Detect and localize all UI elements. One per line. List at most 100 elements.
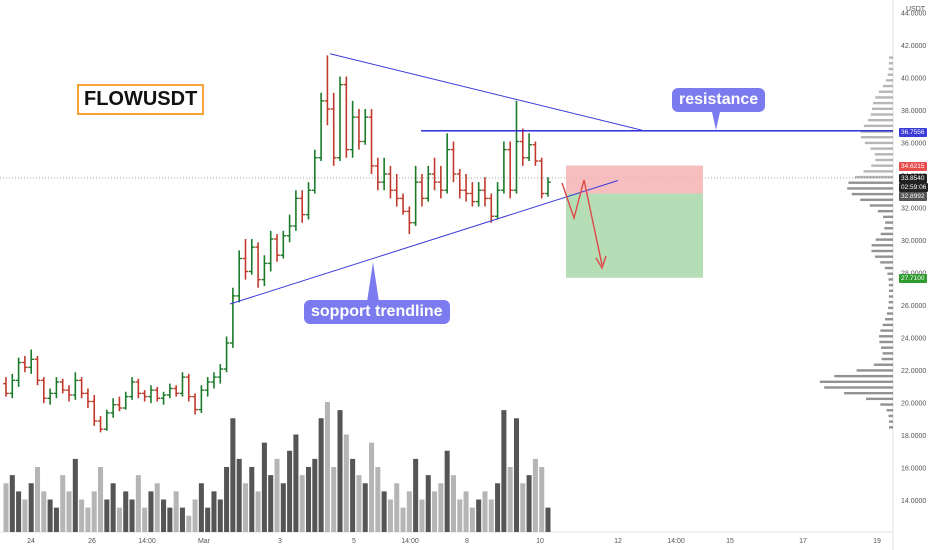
y-tick-label: 26.0000 <box>901 303 926 310</box>
volume-bar <box>249 467 255 532</box>
volume-bar <box>34 467 41 532</box>
volume-bar <box>438 483 444 532</box>
volume-bar <box>179 507 185 532</box>
resistance-label-text: resistance <box>679 91 759 108</box>
volume-bar <box>463 491 469 532</box>
volume-profile-bar <box>875 238 893 241</box>
volume-profile-bar <box>860 130 893 133</box>
volume-profile-bar <box>888 295 893 298</box>
volume-bar <box>312 458 318 532</box>
volume-profile-bar <box>880 403 893 406</box>
volume-bar <box>293 434 299 532</box>
volume-profile-bar <box>885 79 893 82</box>
y-tick-label: 32.0000 <box>901 206 926 213</box>
y-tick-label: 42.0000 <box>901 43 926 50</box>
x-tick-label: 3 <box>278 538 282 545</box>
volume-bar <box>217 499 223 532</box>
volume-profile-bar <box>834 374 893 378</box>
volume-bar <box>85 507 91 532</box>
x-tick-label: 14:00 <box>401 538 419 545</box>
x-tick-label: 12 <box>614 538 622 545</box>
volume-profile-bar <box>873 101 893 105</box>
volume-bar <box>236 458 242 532</box>
take-profit-zone <box>566 193 703 278</box>
volume-profile-bar <box>879 335 893 338</box>
volume-profile-bar <box>871 244 893 247</box>
volume-bar <box>476 499 482 532</box>
volume-bar <box>526 475 532 532</box>
volume-bar <box>469 507 475 532</box>
volume-bar <box>532 458 538 532</box>
volume-bar <box>224 467 230 532</box>
y-tick-label: 40.0000 <box>901 76 926 83</box>
volume-bar <box>261 442 267 532</box>
x-tick-label: 5 <box>352 538 356 545</box>
y-tick-label: 24.0000 <box>901 336 926 343</box>
volume-bar <box>287 450 293 532</box>
volume-bar <box>60 475 66 532</box>
volume-profile-bar <box>864 141 893 145</box>
volume-bar <box>211 491 217 532</box>
volume-bar <box>305 467 312 532</box>
volume-bar <box>110 483 116 532</box>
volume-bar <box>457 499 463 532</box>
volume-bar <box>28 483 34 532</box>
x-tick-label: 14:00 <box>138 538 156 545</box>
x-tick-label: 24 <box>27 538 35 545</box>
projected-arrowhead <box>595 255 607 270</box>
x-tick-label: 15 <box>726 538 734 545</box>
y-tick-label: 36.0000 <box>901 141 926 148</box>
volume-profile-bar <box>824 386 893 389</box>
volume-profile-bar <box>881 357 893 361</box>
volume-bar <box>154 483 160 532</box>
volume-profile-bar <box>844 391 893 395</box>
volume-profile-bar <box>886 409 893 412</box>
support-label-pointer <box>367 262 379 302</box>
volume-bar <box>539 467 545 532</box>
volume-profile-bar <box>870 113 893 116</box>
volume-profile-bar <box>882 352 893 355</box>
volume-bar <box>53 507 59 532</box>
volume-profile-bar <box>871 164 893 167</box>
support-trendline-label: sopport trendline <box>304 300 450 324</box>
volume-bar <box>362 483 368 532</box>
volume-bar <box>444 450 450 532</box>
y-tick-label: 20.0000 <box>901 401 926 408</box>
x-tick-label: Mar <box>198 538 211 545</box>
volume-bar <box>47 499 53 532</box>
volume-profile-bar <box>888 414 893 418</box>
resistance-label: resistance <box>672 88 766 112</box>
volume-bar <box>274 458 280 532</box>
resistance-label-pointer <box>712 112 720 130</box>
y-tick-label: 44.0000 <box>901 11 926 18</box>
volume-profile-bar <box>880 232 893 236</box>
volume-bar <box>9 475 15 532</box>
volume-bar <box>161 499 167 532</box>
volume-profile-bar <box>882 323 893 327</box>
volume-bar <box>205 507 211 532</box>
volume-profile-bar <box>856 369 893 372</box>
volume-profile-bar <box>875 158 893 162</box>
entry-price-tag: 32.8992 <box>899 192 927 201</box>
resistance-price-tag: 36.7556 <box>899 128 927 137</box>
volume-bar <box>413 458 419 532</box>
x-tick-label: 17 <box>799 538 807 545</box>
volume-profile-bar <box>875 96 893 99</box>
volume-profile-bar <box>851 192 893 196</box>
volume-bar <box>331 467 337 532</box>
volume-bar <box>41 491 47 532</box>
countdown-tag: 02:59:06 <box>899 183 929 192</box>
volume-profile-bar <box>878 90 893 93</box>
volume-profile-bar <box>860 198 893 201</box>
volume-bar <box>400 507 406 532</box>
volume-bar <box>66 491 72 532</box>
volume-bar <box>22 499 28 532</box>
y-tick-label: 14.0000 <box>901 498 926 505</box>
volume-profile-bar <box>885 221 893 224</box>
volume-bar <box>135 475 141 532</box>
projected-path <box>561 179 603 266</box>
volume-bar <box>450 475 456 532</box>
volume-profile-bar <box>867 118 893 122</box>
